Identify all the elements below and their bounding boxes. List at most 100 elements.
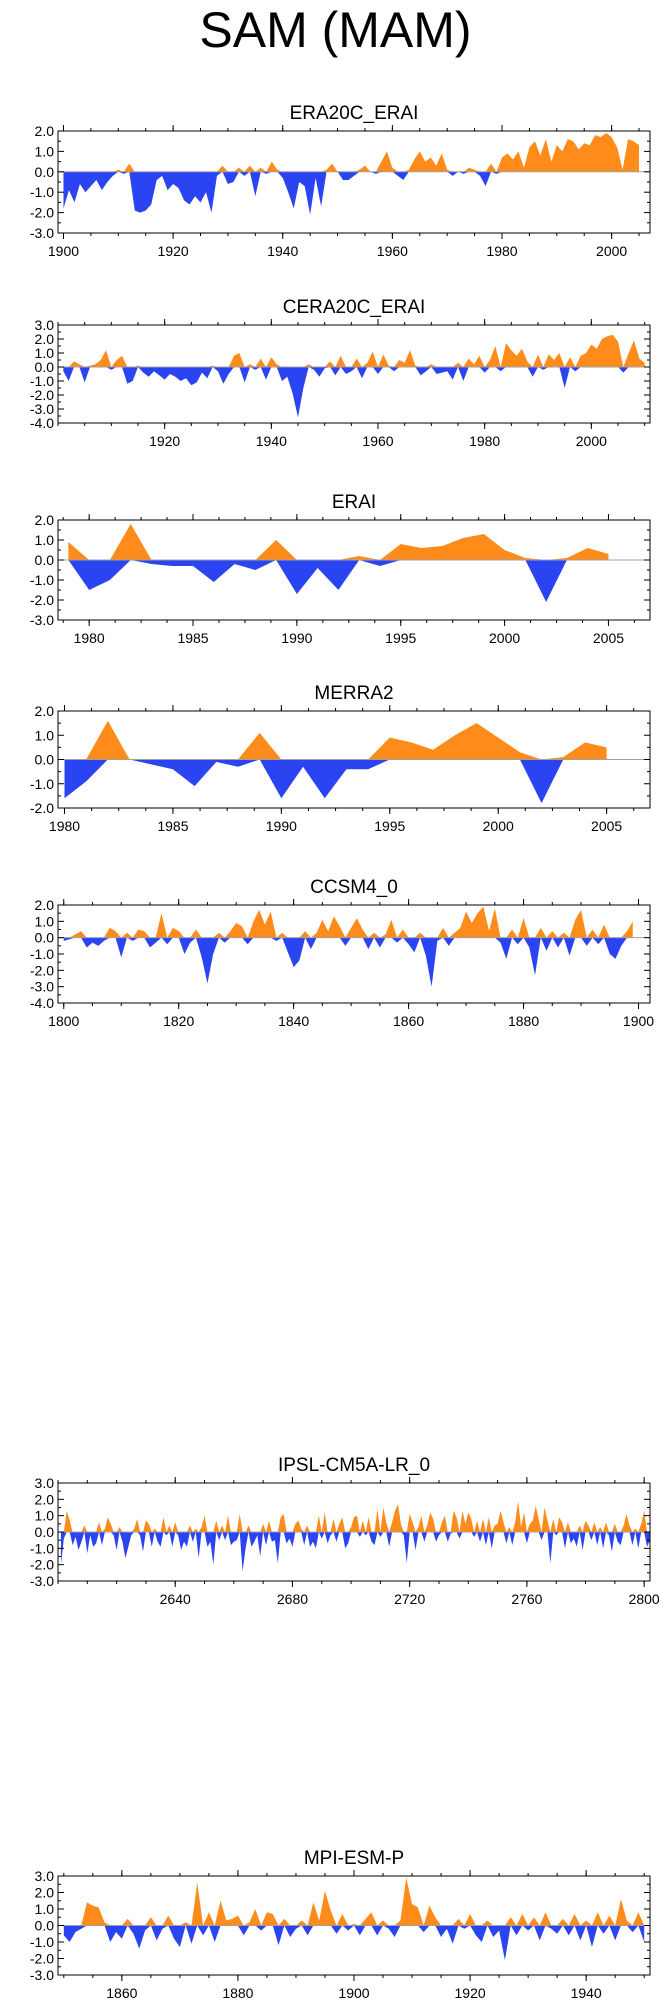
y-tick-label: 3.0	[35, 1868, 55, 1884]
y-tick-label: -3.0	[30, 979, 54, 995]
x-tick-label: 2000	[483, 818, 514, 834]
x-tick-label: 2720	[394, 1591, 425, 1607]
chart-panel: CERA20C_ERAI 3.02.01.00.0-1.0-2.0-3.0-4.0…	[30, 297, 651, 449]
x-tick-label: 1900	[623, 1013, 654, 1029]
y-tick-label: -2.0	[30, 205, 54, 221]
x-tick-label: 1920	[149, 433, 180, 449]
y-tick-label: 2.0	[35, 703, 55, 719]
y-tick-label: 0.0	[35, 164, 55, 180]
plot-frame	[57, 904, 651, 1004]
y-tick-label: -1.0	[30, 776, 54, 792]
x-tick-label: 2000	[576, 433, 607, 449]
y-tick-label: 2.0	[35, 331, 55, 347]
y-tick-label: -1.0	[30, 373, 54, 389]
y-tick-label: -3.0	[30, 1967, 54, 1983]
y-tick-label: 0.0	[35, 930, 55, 946]
positive-area	[63, 334, 645, 367]
chart-panel: MPI-ESM-P 3.02.01.00.0-1.0-2.0-3.0 1860 188…	[30, 1848, 651, 2001]
y-tick-label: 2.0	[35, 1885, 55, 1901]
x-tick-label: 2680	[277, 1591, 308, 1607]
x-tick-label: 2760	[511, 1591, 542, 1607]
positive-area	[68, 524, 609, 560]
y-tick-label: -3.0	[30, 225, 54, 241]
x-tick-label: 1940	[571, 1985, 602, 2001]
x-tick-label: 1995	[374, 818, 405, 834]
negative-area	[64, 759, 607, 804]
chart-title: MERRA2	[314, 683, 393, 704]
y-tick-label: -4.0	[30, 415, 54, 431]
negative-area	[63, 367, 645, 418]
x-tick-label: 1860	[106, 1985, 137, 2001]
chart-title: MPI-ESM-P	[304, 1848, 404, 1869]
positive-area	[64, 720, 607, 760]
y-tick-label: -1.0	[30, 946, 54, 962]
x-tick-label: 1980	[74, 630, 105, 646]
y-tick-label: -2.0	[30, 962, 54, 978]
x-tick-label: 1880	[222, 1985, 253, 2001]
y-tick-label: 0.0	[35, 1524, 55, 1540]
x-tick-label: 1940	[256, 433, 287, 449]
y-tick-label: 2.0	[35, 1491, 55, 1507]
y-tick-label: -1.0	[30, 1540, 54, 1556]
positive-area	[63, 133, 640, 172]
x-tick-label: 1995	[385, 630, 416, 646]
y-tick-label: 1.0	[35, 727, 55, 743]
y-tick-label: 0.0	[35, 1918, 55, 1934]
y-tick-label: 1.0	[35, 913, 55, 929]
x-tick-label: 1840	[278, 1013, 309, 1029]
x-tick-label: 1820	[163, 1013, 194, 1029]
x-tick-label: 2800	[629, 1591, 660, 1607]
y-tick-label: 1.0	[35, 1508, 55, 1524]
x-tick-label: 1980	[49, 818, 80, 834]
y-tick-label: -1.0	[30, 184, 54, 200]
chart-title: ERAI	[332, 492, 376, 513]
x-tick-label: 1980	[486, 243, 517, 259]
positive-area	[63, 906, 633, 938]
y-tick-label: -1.0	[30, 1934, 54, 1950]
negative-area	[63, 171, 640, 215]
chart-title: IPSL-CM5A-LR_0	[278, 1455, 430, 1476]
chart-panel: ERAI 2.0 1.0 0.0 -1.0 -2.0 -3.0 1980 1985 1990 199…	[30, 492, 651, 646]
chart-panel: ERA20C_ERAI 2.0 1.0 0.0 -1.0 -2.0 -3.0 1900 1920…	[30, 103, 651, 259]
y-tick-label: -3.0	[30, 401, 54, 417]
y-tick-label: 1.0	[35, 1901, 55, 1917]
chart-title: CERA20C_ERAI	[283, 297, 426, 318]
y-tick-label: -3.0	[30, 612, 54, 628]
x-tick-label: 1985	[177, 630, 208, 646]
chart-panel: CCSM4_0 2.01.00.0-1.0-2.0-3.0-4.0 1800 1820…	[30, 877, 654, 1029]
y-tick-label: 0.0	[35, 359, 55, 375]
x-tick-label: 1980	[469, 433, 500, 449]
x-tick-label: 2000	[596, 243, 627, 259]
x-tick-label: 1960	[377, 243, 408, 259]
y-tick-label: 3.0	[35, 317, 55, 333]
x-tick-label: 2000	[489, 630, 520, 646]
x-tick-label: 2005	[593, 630, 624, 646]
y-tick-label: 3.0	[35, 1475, 55, 1491]
y-tick-label: -4.0	[30, 995, 54, 1011]
y-tick-label: 1.0	[35, 345, 55, 361]
x-tick-label: 1920	[158, 243, 189, 259]
chart-title: CCSM4_0	[310, 877, 398, 898]
y-tick-label: 2.0	[35, 512, 55, 528]
y-tick-label: -1.0	[30, 572, 54, 588]
y-tick-label: 0.0	[35, 752, 55, 768]
negative-area	[63, 1925, 645, 1961]
main-title: SAM (MAM)	[199, 2, 472, 58]
x-tick-label: 2640	[160, 1591, 191, 1607]
x-tick-label: 1985	[157, 818, 188, 834]
y-tick-label: -3.0	[30, 1573, 54, 1589]
y-tick-label: -2.0	[30, 1557, 54, 1573]
negative-area	[68, 560, 609, 602]
chart-title: ERA20C_ERAI	[290, 103, 419, 124]
x-tick-label: 1960	[362, 433, 393, 449]
y-tick-label: 1.0	[35, 532, 55, 548]
y-tick-label: -2.0	[30, 800, 54, 816]
x-tick-label: 2005	[591, 818, 622, 834]
x-tick-label: 1900	[48, 243, 79, 259]
x-tick-label: 1900	[338, 1985, 369, 2001]
positive-area	[63, 1877, 645, 1926]
x-tick-label: 1990	[266, 818, 297, 834]
y-tick-label: 0.0	[35, 552, 55, 568]
positive-area	[60, 1500, 651, 1532]
